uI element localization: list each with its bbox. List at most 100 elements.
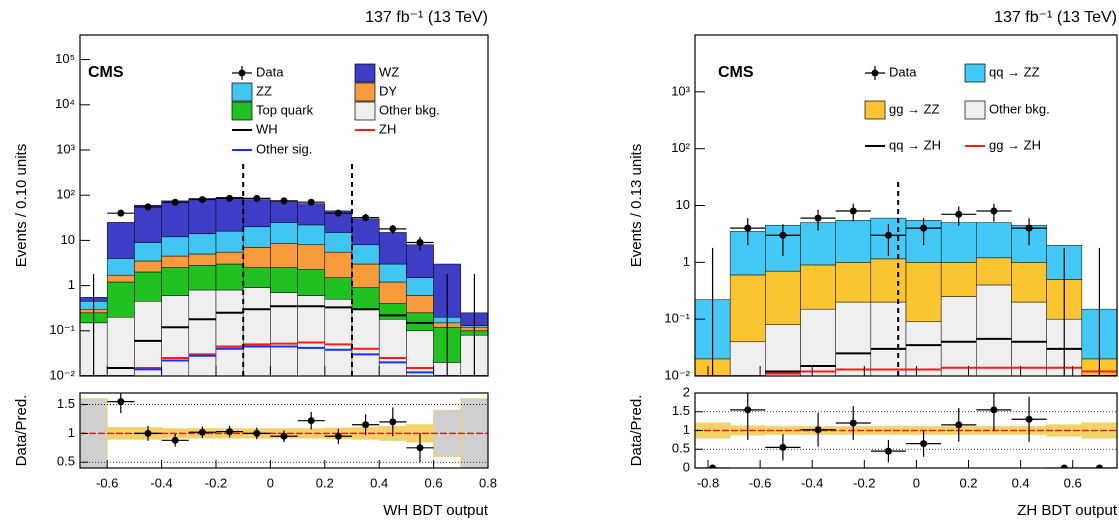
ratio-panel <box>80 393 488 468</box>
ratio-y-tick-label: 0.5 <box>672 441 690 456</box>
stack-segment <box>976 284 1012 376</box>
ratio-frame <box>79 392 489 469</box>
stack-segment <box>905 262 942 323</box>
data-point <box>884 231 892 239</box>
ratio-y-tick-label: 0 <box>683 459 690 474</box>
stack-segment <box>297 268 326 296</box>
stack-segment <box>188 253 217 266</box>
stack-segment <box>215 230 244 253</box>
ratio-y-tick-label: 2 <box>683 384 690 399</box>
stack-segment <box>976 222 1012 259</box>
stack-segment <box>134 301 162 376</box>
y-axis-label: Events / 0.13 units <box>628 144 645 267</box>
x-tick-label: 0.6 <box>1064 475 1082 490</box>
x-tick-label: -0.6 <box>749 475 771 490</box>
stack-segment <box>106 222 135 259</box>
ratio-point <box>990 406 998 414</box>
y-tick-label: 1 <box>68 277 75 292</box>
ratio-point <box>814 426 822 434</box>
ratio-point <box>226 428 234 436</box>
ratio-y-tick-label: 1 <box>68 425 75 440</box>
stack-segment <box>134 271 162 302</box>
x-tick-label: -0.6 <box>96 475 118 490</box>
stack-segment <box>161 236 190 257</box>
legend-label: ZZ <box>256 83 272 98</box>
legend-data-point <box>238 69 246 77</box>
y-tick-label: 10⁻¹ <box>664 311 690 326</box>
ratio-y-tick-label: 1 <box>683 422 690 437</box>
ratio-y-tick-label: 1.5 <box>57 396 75 411</box>
y-tick-label: 10 <box>676 197 690 212</box>
data-point <box>779 231 787 239</box>
legend-label: WH <box>256 121 278 136</box>
data-point <box>334 209 342 217</box>
stack-segment <box>242 199 271 228</box>
ratio-y-tick-label: 0.5 <box>57 454 75 469</box>
stack-segment <box>378 303 407 320</box>
x-tick-label: 0 <box>913 475 920 490</box>
ratio-point <box>1095 464 1103 468</box>
ratio-panel <box>695 393 1117 468</box>
x-tick-label: -0.2 <box>853 475 875 490</box>
ratio-point <box>280 432 288 440</box>
data-point <box>389 225 397 233</box>
legend-label: DY <box>379 83 397 98</box>
y-tick-label: 10⁻¹ <box>49 322 75 337</box>
ratio-point <box>253 429 261 437</box>
legend-label: Other bkg. <box>989 101 1050 116</box>
ratio-point <box>117 398 125 406</box>
x-tick-label: 0 <box>267 475 274 490</box>
data-point <box>253 194 261 202</box>
x-tick-label: -0.2 <box>205 475 227 490</box>
stack-segment <box>324 232 353 253</box>
x-tick-label: 0.2 <box>316 475 334 490</box>
legend-swatch <box>231 82 253 102</box>
x-tick-label: -0.4 <box>150 475 172 490</box>
ratio-point <box>744 406 752 414</box>
stack-segment <box>1011 301 1047 376</box>
ratio-point <box>362 421 370 429</box>
stack-segment <box>378 281 407 304</box>
stack-segment <box>106 281 135 318</box>
data-point <box>280 197 288 205</box>
stack-segment <box>215 289 244 376</box>
stack-segment <box>188 265 217 291</box>
data-point <box>307 198 315 206</box>
stack-segment <box>270 222 298 244</box>
ratio-point <box>779 443 787 451</box>
uncertainty-band <box>1081 422 1117 439</box>
chart-title: 137 fb⁻¹ (13 TeV) <box>365 9 488 26</box>
y-tick-label: 10⁻² <box>664 367 690 382</box>
y-tick-label: 10⁻² <box>49 367 75 382</box>
stack-segment <box>134 242 162 262</box>
data-point <box>744 224 752 232</box>
y-tick-label: 10 <box>61 232 75 247</box>
stack-segment <box>106 258 135 276</box>
ratio-point <box>389 418 397 426</box>
stack-segment <box>161 200 190 238</box>
main-frame <box>79 34 489 377</box>
y-axis-label: Events / 0.10 units <box>13 144 30 267</box>
ratio-point <box>920 440 928 448</box>
x-tick-label: 0.4 <box>370 475 388 490</box>
data-point <box>171 198 179 206</box>
legend-label: Data <box>256 64 284 79</box>
stack-segment <box>940 262 977 297</box>
stack-segment <box>270 267 298 293</box>
stack-segment <box>106 274 135 283</box>
data-point <box>144 203 152 211</box>
stack-segment <box>765 324 801 376</box>
legend-swatch <box>964 63 986 83</box>
x-tick-label: -0.8 <box>697 475 719 490</box>
legend-label: Other bkg. <box>379 102 440 117</box>
stack-segment <box>378 319 407 376</box>
x-tick-label: 0.4 <box>1012 475 1030 490</box>
experiment-label: CMS <box>718 64 754 81</box>
legend-label: WZ <box>379 64 399 79</box>
stack-segment <box>161 295 190 376</box>
x-tick-label: 0.2 <box>959 475 977 490</box>
data-point <box>198 196 206 204</box>
legend-label: Top quark <box>256 102 314 117</box>
stack-segment <box>940 296 977 376</box>
stack-segment <box>406 295 434 314</box>
